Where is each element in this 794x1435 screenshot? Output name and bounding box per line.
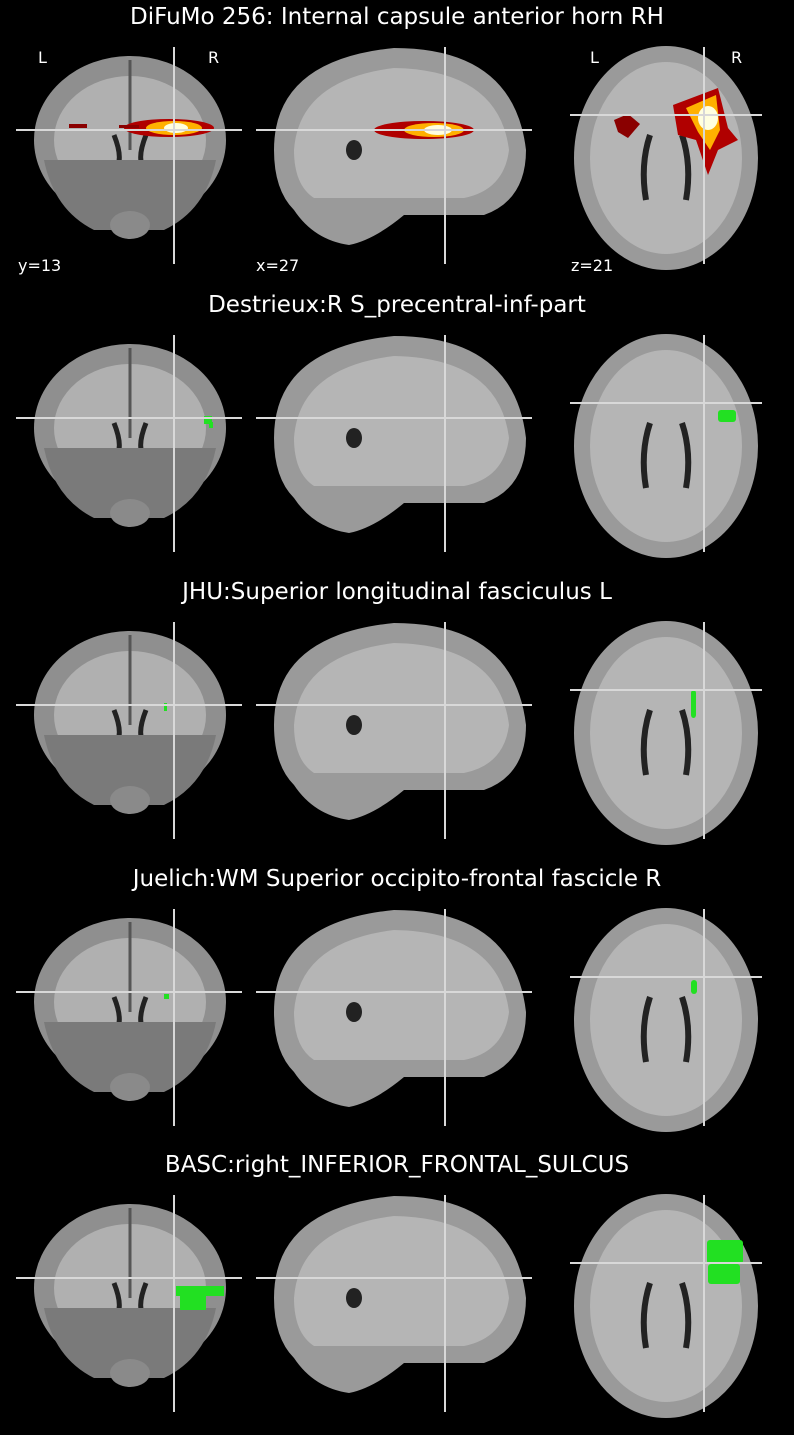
mask-overlay [691, 980, 697, 994]
coronal-brain-slice [16, 1195, 242, 1412]
panel-title: JHU:Superior longitudinal fasciculus L [182, 579, 612, 605]
axial-view [568, 328, 764, 558]
sagittal-view [254, 615, 534, 845]
axial-coordinate-label: z=21 [571, 256, 614, 275]
coronal-view [14, 615, 246, 845]
coronal-brain-slice [16, 622, 242, 839]
orientation-right-label: R [208, 48, 220, 67]
axial-brain-slice [570, 334, 762, 558]
panel-destrieux: Destrieux:R S_precentral-inf-part [0, 288, 794, 575]
sagittal-view [254, 902, 534, 1132]
panel-title: BASC:right_INFERIOR_FRONTAL_SULCUS [164, 1152, 630, 1178]
orientation-right-label: R [731, 48, 743, 67]
panel-juelich: Juelich:WM Superior occipito-frontal fas… [0, 862, 794, 1149]
sagittal-coordinate-label: x=27 [256, 256, 300, 275]
panel-title: Destrieux:R S_precentral-inf-part [208, 292, 586, 318]
mask-overlay [718, 410, 736, 422]
sagittal-brain-slice [256, 909, 532, 1126]
mask-overlay [164, 994, 169, 999]
coronal-coordinate-label: y=13 [18, 256, 62, 275]
mask-overlay [707, 1240, 743, 1264]
sagittal-brain-slice [256, 622, 532, 839]
sagittal-brain-slice [256, 335, 532, 552]
orientation-left-label: L [590, 48, 599, 67]
coronal-view [14, 328, 246, 558]
panel-difumo: DiFuMo 256: Internal capsule anterior ho… [0, 0, 794, 287]
sagittal-view [254, 40, 534, 270]
coronal-view [14, 902, 246, 1132]
mask-overlay [209, 422, 213, 428]
mask-overlay [691, 690, 696, 718]
mask-overlay [176, 1286, 224, 1296]
coronal-brain-slice [16, 47, 242, 264]
sagittal-brain-slice [256, 47, 532, 264]
axial-brain-slice [570, 46, 762, 270]
axial-brain-slice [570, 621, 762, 845]
panel-title: Juelich:WM Superior occipito-frontal fas… [132, 866, 662, 892]
axial-view [568, 1188, 764, 1418]
coronal-brain-slice [16, 335, 242, 552]
mask-overlay [204, 416, 212, 424]
axial-view [568, 615, 764, 845]
sagittal-brain-slice [256, 1195, 532, 1412]
panel-title: DiFuMo 256: Internal capsule anterior ho… [130, 4, 664, 30]
axial-brain-slice [570, 908, 762, 1132]
coronal-brain-slice [16, 909, 242, 1126]
axial-brain-slice [570, 1194, 762, 1418]
mask-overlay [708, 1264, 740, 1284]
coronal-view [14, 1188, 246, 1418]
activation-overlay [69, 119, 214, 137]
panel-basc: BASC:right_INFERIOR_FRONTAL_SULCUS [0, 1148, 794, 1435]
sagittal-view [254, 328, 534, 558]
mask-overlay [164, 703, 167, 711]
panel-jhu: JHU:Superior longitudinal fasciculus L [0, 575, 794, 862]
orientation-left-label: L [38, 48, 47, 67]
axial-view [568, 902, 764, 1132]
mask-overlay [180, 1296, 206, 1310]
coronal-view [14, 40, 246, 270]
axial-view [568, 40, 764, 270]
sagittal-view [254, 1188, 534, 1418]
